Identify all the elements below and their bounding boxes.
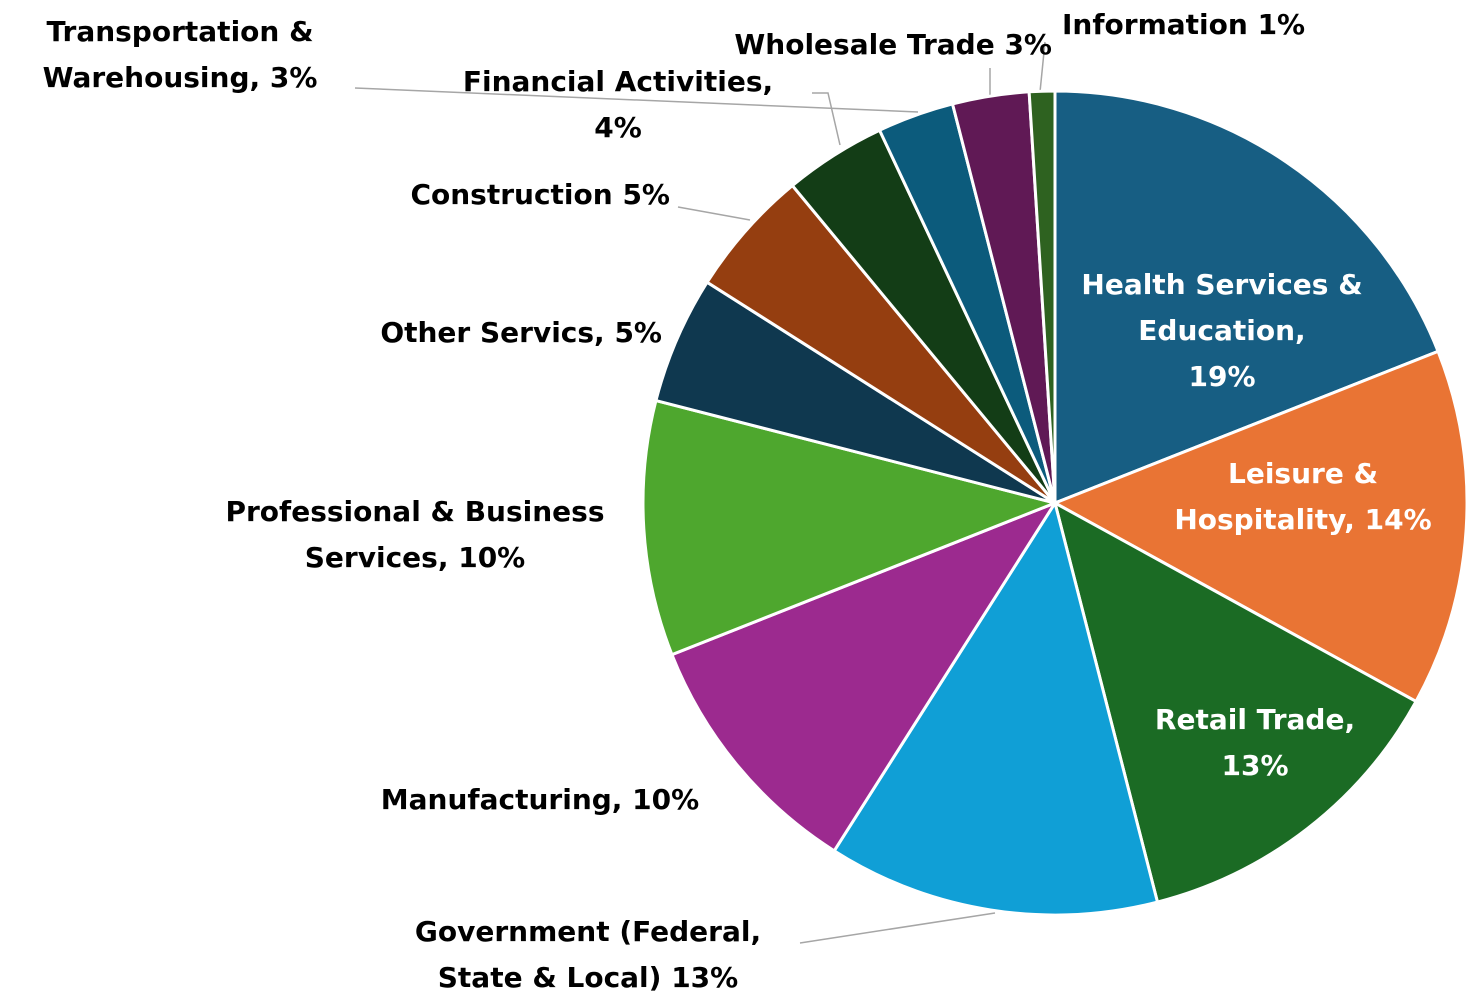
category-label: Construction (410, 178, 613, 211)
slice-label: Financial Activities, 4% (428, 59, 808, 151)
slice-label: Retail Trade, 13% (1105, 697, 1405, 789)
slice-label: Government (Federal, State & Local) 13% (408, 909, 768, 1001)
value-label: 19% (1188, 360, 1256, 393)
value-label: 3% (269, 61, 318, 94)
category-label: Leisure & Hospitality, (1174, 457, 1378, 536)
category-label: Government (Federal, State & Local) (414, 915, 762, 994)
category-label: Information (1062, 8, 1248, 41)
slice-label: Professional & Business Services, 10% (218, 489, 613, 581)
pie-slice (1051, 349, 1469, 704)
category-label: Wholesale Trade (734, 28, 995, 61)
value-label: 13% (671, 961, 739, 994)
value-label: 10% (458, 541, 526, 574)
pie-slice (641, 398, 1060, 657)
value-label: 3% (1004, 28, 1052, 61)
value-label: 13% (1221, 749, 1289, 782)
pie-slice (832, 499, 1160, 917)
category-label: Health Services & Education, (1081, 268, 1363, 347)
category-label: Retail Trade, (1154, 703, 1356, 736)
slice-label: Wholesale Trade 3% (734, 22, 1052, 68)
value-label: 5% (614, 316, 662, 349)
value-label: 1% (1257, 8, 1306, 41)
pie-slice (669, 499, 1059, 853)
value-label: 5% (622, 178, 670, 211)
pie-slice (1052, 500, 1419, 904)
leader-line (799, 912, 996, 944)
slice-label: Leisure & Hospitality, 14% (1153, 451, 1453, 543)
leader-line (812, 92, 841, 146)
category-label: Other Servics, (380, 316, 605, 349)
slice-label: Other Servics, 5% (380, 310, 662, 356)
slice-label: Construction 5% (410, 172, 670, 218)
slice-label: Information 1% (1062, 2, 1305, 48)
pie-slice (1027, 89, 1057, 504)
slice-label: Health Services & Education, 19% (1077, 262, 1367, 400)
leader-line (1039, 41, 1046, 93)
leader-line (677, 206, 751, 221)
slice-label: Manufacturing, 10% (381, 777, 699, 823)
category-label: Transportation & Warehousing, (42, 15, 314, 94)
category-label: Financial Activities, (462, 65, 774, 98)
category-label: Manufacturing, (380, 783, 623, 816)
value-label: 4% (594, 111, 642, 144)
value-label: 14% (1364, 503, 1432, 536)
category-label: Professional & Business Services, (225, 495, 605, 574)
leader-line (354, 87, 919, 113)
value-label: 10% (632, 783, 700, 816)
slice-label: Transportation & Warehousing, 3% (25, 9, 335, 101)
pie-slice (1053, 89, 1441, 506)
